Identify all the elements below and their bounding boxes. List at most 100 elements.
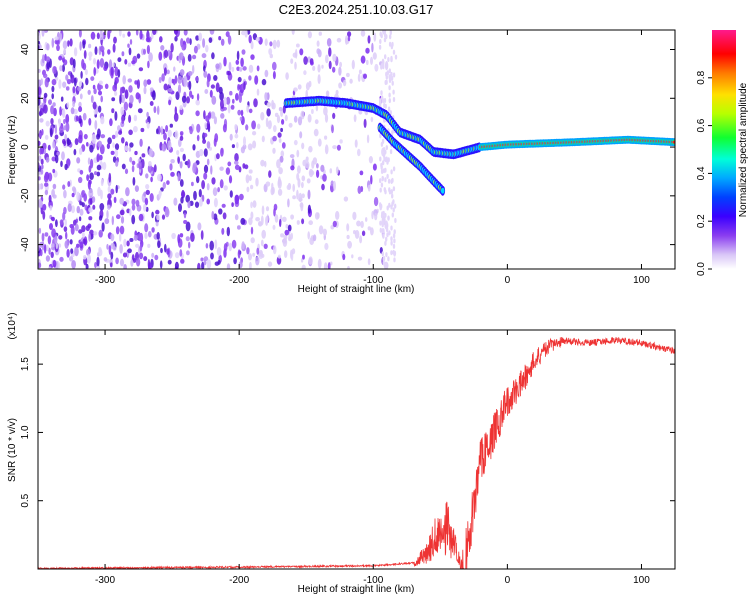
spectrogram-noise-cell bbox=[90, 95, 94, 104]
spectrogram-noise-cell bbox=[392, 166, 396, 172]
spectrogram-noise-cell bbox=[256, 247, 260, 255]
spectrogram-noise-cell bbox=[307, 204, 311, 214]
spectrogram-noise-cell bbox=[278, 167, 283, 175]
spectrogram-noise-cell bbox=[92, 101, 97, 110]
spectrogram-noise-cell bbox=[131, 204, 136, 211]
spectrogram-noise-cell bbox=[82, 112, 87, 121]
spectrogram-noise-cell bbox=[393, 238, 396, 244]
spectrogram-noise-cell bbox=[234, 133, 239, 139]
spectrogram-noise-cell bbox=[52, 194, 57, 199]
spectrogram-noise-cell bbox=[226, 226, 230, 237]
spectrogram-noise-cell bbox=[174, 36, 178, 42]
spectrogram-noise-cell bbox=[346, 234, 350, 240]
spectrogram-noise-cell bbox=[204, 122, 208, 129]
x-tick-label: 0 bbox=[505, 575, 511, 586]
spectrogram-noise-cell bbox=[301, 218, 305, 225]
spectrogram-noise-cell bbox=[135, 30, 139, 36]
spectrogram-noise-cell bbox=[189, 90, 193, 98]
spectrogram-noise-cell bbox=[122, 75, 126, 85]
spectrogram-noise-cell bbox=[342, 79, 347, 87]
spectrogram-noise-cell bbox=[227, 35, 232, 45]
spectrogram-noise-cell bbox=[244, 30, 248, 38]
spectrogram-noise-cell bbox=[85, 77, 89, 86]
spectrogram-noise-cell bbox=[276, 115, 281, 124]
spectrogram-noise-cell bbox=[117, 69, 121, 78]
spectrogram-noise-cell bbox=[100, 179, 104, 187]
spectrogram-noise-cell bbox=[260, 239, 264, 247]
spectrogram-noise-cell bbox=[302, 254, 305, 260]
spectrogram-noise-cell bbox=[51, 93, 54, 100]
spectrogram-noise-cell bbox=[100, 95, 103, 103]
spectrogram-noise-cell bbox=[65, 86, 70, 91]
spectrogram-noise-cell bbox=[129, 156, 133, 163]
spectrogram-noise-cell bbox=[78, 30, 82, 38]
spectrogram-noise-cell bbox=[203, 148, 208, 157]
spectrogram-noise-cell bbox=[50, 118, 54, 125]
spectrogram-noise-cell bbox=[266, 214, 269, 223]
spectrogram-noise-cell bbox=[380, 64, 383, 70]
snr-x-ticks: -300 -200 -100 0 100 bbox=[95, 330, 650, 586]
spectrogram-noise-cell bbox=[47, 144, 51, 151]
spectrogram-noise-cell bbox=[58, 55, 63, 61]
spectrogram-noise-cell bbox=[66, 248, 70, 258]
spectrogram-noise-cell bbox=[121, 137, 125, 144]
spectrogram-noise-cell bbox=[47, 235, 52, 245]
spectrogram-noise-cell bbox=[339, 61, 342, 68]
spectrogram-noise-cell bbox=[210, 111, 216, 119]
spectrogram-noise-cell bbox=[379, 220, 382, 226]
spectrogram-noise-cell bbox=[66, 79, 72, 85]
spectrogram-noise-cell bbox=[246, 186, 250, 193]
spectrogram-noise-cell bbox=[223, 96, 227, 107]
spectrogram-noise-cell bbox=[301, 142, 305, 150]
spectrogram-noise-cell bbox=[300, 202, 304, 212]
spectrogram-noise-cell bbox=[298, 197, 303, 202]
spectrogram-noise-cell bbox=[100, 30, 103, 36]
spectrogram-noise-cell bbox=[162, 181, 166, 190]
spectrogram-noise-cell bbox=[96, 256, 100, 267]
spectrogram-noise-cell bbox=[255, 217, 260, 222]
spectrogram-noise-cell bbox=[69, 256, 74, 262]
spectrogram-noise-cell bbox=[110, 251, 114, 260]
spectrogram-noise-cell bbox=[138, 252, 144, 260]
spectrogram-noise-cell bbox=[235, 59, 240, 65]
spectrogram-noise-cell bbox=[179, 131, 184, 136]
spectrogram-noise-cell bbox=[203, 110, 206, 120]
spectrogram-noise-cell bbox=[163, 67, 167, 76]
spectrogram-noise-cell bbox=[145, 184, 150, 190]
spectrogram-noise-cell bbox=[118, 30, 122, 37]
colorbar-tick-label: 0.0 bbox=[696, 262, 707, 276]
spectrogram-noise-cell bbox=[111, 97, 116, 102]
spectrogram-noise-cell bbox=[236, 142, 239, 149]
spectrogram-noise-cell bbox=[78, 216, 82, 222]
spectrogram-noise-cell bbox=[384, 103, 387, 109]
spectrogram-noise-cell bbox=[321, 183, 325, 191]
spectrogram-noise-cell bbox=[234, 214, 239, 221]
spectrogram-noise-cell bbox=[379, 39, 382, 44]
spectrogram-noise-cell bbox=[86, 248, 91, 256]
spectrogram-noise-cell bbox=[241, 241, 245, 250]
spectrogram-noise-cell bbox=[381, 251, 384, 257]
spectrogram-noise-cell bbox=[143, 86, 147, 95]
spectrogram-noise-cell bbox=[149, 193, 154, 202]
spectrogram-noise-cell bbox=[151, 252, 155, 258]
spectrogram-noise-cell bbox=[196, 134, 200, 142]
spectrogram-noise-cell bbox=[144, 223, 149, 233]
spectrogram-noise-cell bbox=[210, 84, 215, 89]
spectrogram-noise-cell bbox=[50, 105, 55, 115]
spectrogram-noise-cell bbox=[186, 37, 190, 44]
spectrogram-noise-cell bbox=[168, 99, 172, 106]
spectrogram-noise-cell bbox=[379, 156, 382, 162]
spectrogram-noise-cell bbox=[293, 87, 298, 92]
spectrogram-noise-cell bbox=[296, 43, 300, 48]
spectrogram-noise-cell bbox=[187, 159, 191, 169]
x-tick-label: -300 bbox=[95, 275, 115, 286]
x-tick-label: -300 bbox=[95, 575, 115, 586]
spectrogram-noise-cell bbox=[307, 189, 311, 200]
spectrogram-noise-cell bbox=[129, 94, 134, 104]
spectrogram-noise-cell bbox=[249, 261, 252, 269]
spectrogram-noise-cell bbox=[76, 157, 81, 164]
spectrogram-noise-cell bbox=[185, 236, 190, 242]
spectrogram-noise-cell bbox=[385, 145, 388, 151]
spectrogram-noise-cell bbox=[329, 261, 333, 266]
spectrogram-noise-cell bbox=[371, 42, 374, 53]
